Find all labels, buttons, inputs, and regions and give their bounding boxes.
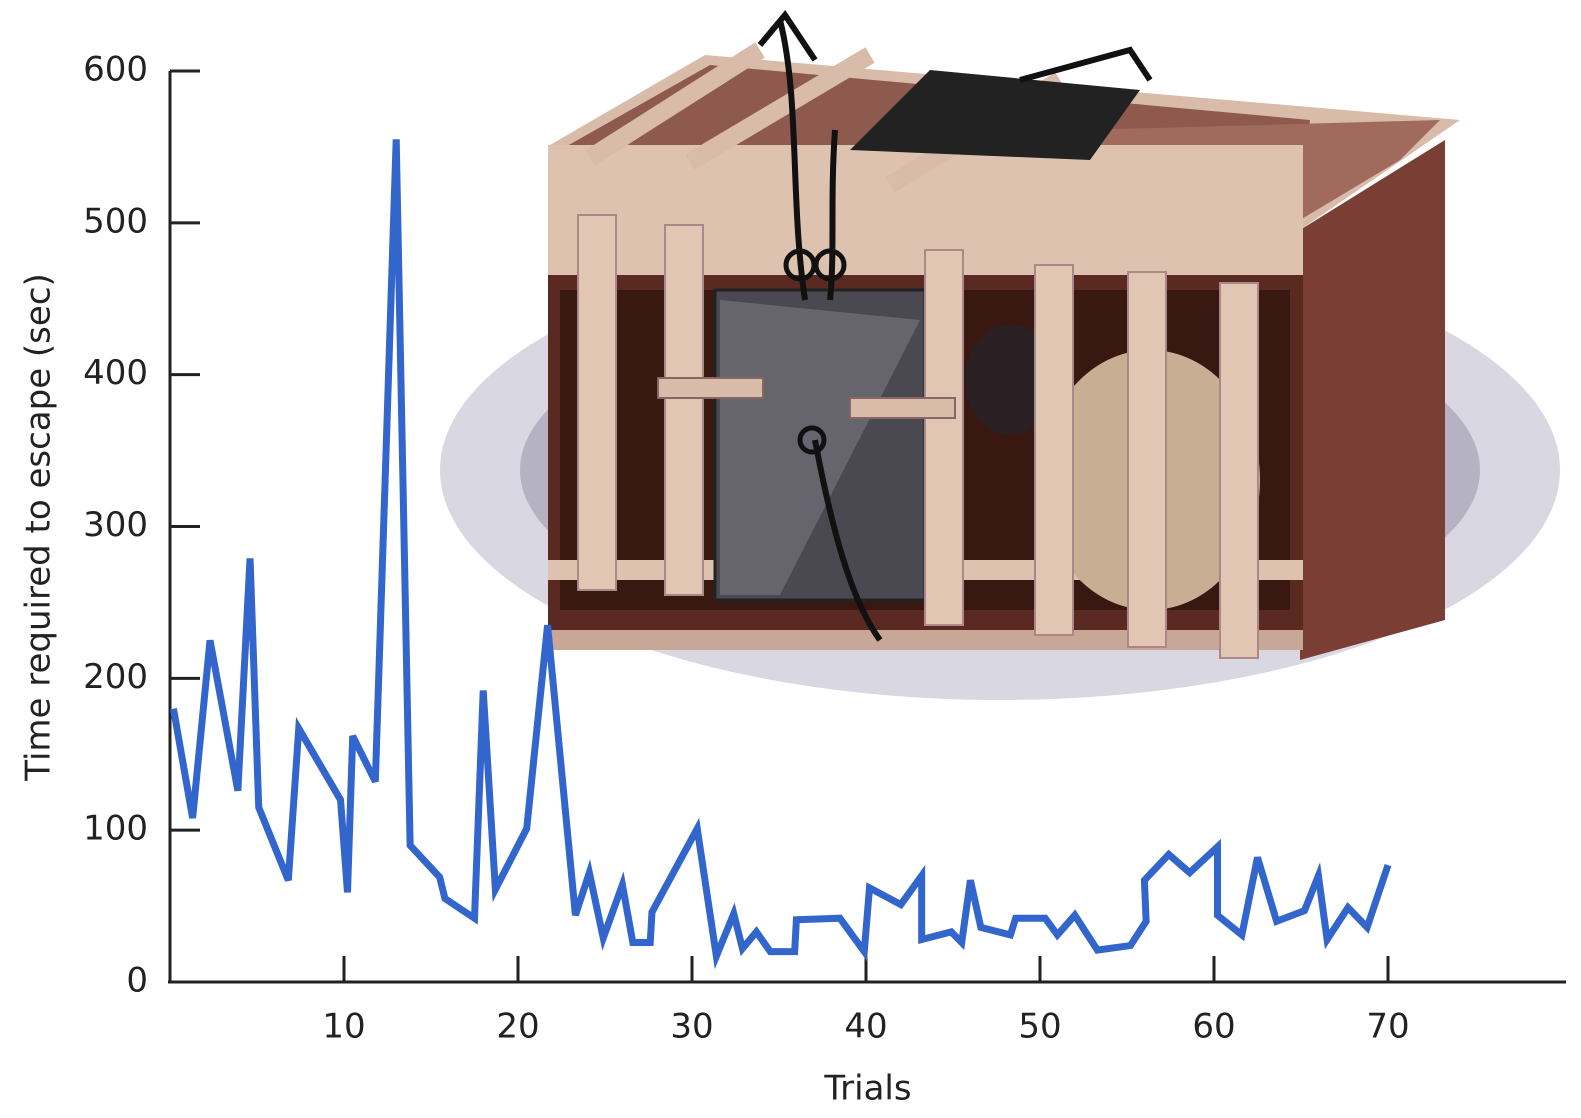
x-axis-label: Trials bbox=[823, 1069, 911, 1109]
x-tick-label: 70 bbox=[1366, 1007, 1409, 1047]
x-tick-label: 30 bbox=[670, 1007, 713, 1047]
chart: Time required to escape (sec) Trials 0 10… bbox=[0, 0, 1581, 1118]
x-tick-label: 10 bbox=[322, 1007, 365, 1047]
y-tick-label: 100 bbox=[83, 809, 148, 849]
y-tick-label: 400 bbox=[83, 353, 148, 393]
x-tick-label: 60 bbox=[1192, 1007, 1235, 1047]
y-tick-label: 0 bbox=[126, 961, 148, 1001]
y-tick-label: 200 bbox=[83, 657, 148, 697]
x-tick-label: 40 bbox=[844, 1007, 887, 1047]
y-tick-label: 600 bbox=[83, 50, 148, 90]
x-tick-label: 50 bbox=[1018, 1007, 1061, 1047]
y-tick-label: 300 bbox=[83, 505, 148, 545]
x-tick-label: 20 bbox=[496, 1007, 539, 1047]
y-axis-label: Time required to escape (sec) bbox=[19, 273, 59, 782]
puzzle-box-illustration bbox=[440, 15, 1560, 700]
y-tick-label: 500 bbox=[83, 201, 148, 241]
